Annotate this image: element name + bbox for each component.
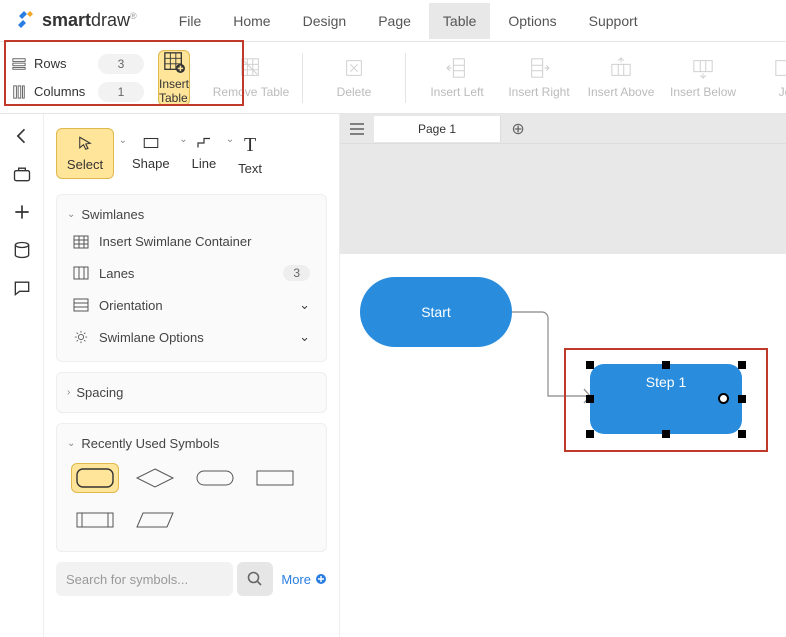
database-icon[interactable] [12,240,32,260]
tab-bar: Page 1 ⊕ [340,114,786,144]
symbol-diamond[interactable] [131,463,179,493]
insert-table-label: Insert Table [159,77,189,105]
chat-icon[interactable] [12,278,32,298]
text-icon: T [244,134,256,157]
rows-label: Rows [34,56,90,71]
pages-menu-icon[interactable] [340,122,374,136]
back-icon[interactable] [12,126,32,146]
line-tool[interactable]: Line⌄ [188,128,221,177]
main-menu: FileHomeDesignPageTableOptionsSupport [165,3,652,39]
chevron-down-icon: ⌄ [299,329,310,345]
ribbon-delete[interactable]: Delete [313,53,395,103]
insert-swimlane[interactable]: Insert Swimlane Container [67,226,316,257]
pointer-icon [74,135,96,153]
recent-symbols-panel: ⌄Recently Used Symbols [56,423,327,552]
more-link[interactable]: More [281,572,327,587]
lanes-item[interactable]: Lanes 3 [67,257,316,289]
rows-input[interactable]: 3 [98,54,144,74]
ribbon: Rows 3 Columns 1 Insert Table Remove Tab… [0,42,786,114]
plus-circle-icon [315,573,327,585]
grid-icon [73,235,89,249]
ribbon-insert-left[interactable]: Insert Left [416,53,498,103]
rows-cols-group: Rows 3 Columns 1 [6,48,154,108]
text-tool[interactable]: T Text [234,128,266,182]
ribbon-insert-below[interactable]: Insert Below [662,53,744,103]
logo-text: smartdraw® [42,10,137,31]
page-tab[interactable]: Page 1 [374,116,501,142]
paper: Start Step 1 [340,254,786,637]
search-button[interactable] [237,562,273,596]
menu-home[interactable]: Home [219,3,284,39]
menu-support[interactable]: Support [575,3,652,39]
plus-icon[interactable] [12,202,32,222]
left-rail [0,114,44,637]
shape-tool[interactable]: Shape⌄ [128,128,174,177]
cols-label: Columns [34,84,90,99]
sidebar: Select⌄ Shape⌄ Line⌄ T Text ⌄Swimlanes I… [44,114,340,637]
swimlanes-panel: ⌄Swimlanes Insert Swimlane Container Lan… [56,194,327,362]
chevron-down-icon[interactable]: ⌄ [119,135,127,146]
cols-input[interactable]: 1 [98,82,144,102]
search-icon [247,571,263,587]
menu-page[interactable]: Page [364,3,425,39]
insert-table-button[interactable]: Insert Table [158,50,190,106]
symbol-stadium[interactable] [191,463,239,493]
lanes-icon [73,266,89,280]
search-input[interactable]: Search for symbols... [56,562,233,596]
cols-icon [12,85,26,99]
swimlane-options[interactable]: Swimlane Options ⌄ [67,321,316,353]
search-row: Search for symbols... More [56,562,327,596]
chevron-down-icon[interactable]: ⌄ [179,134,187,145]
canvas-area: Page 1 ⊕ Start Step 1 [340,114,786,637]
symbol-rounded-rect[interactable] [71,463,119,493]
app-header: smartdraw® FileHomeDesignPageTableOption… [0,0,786,42]
menu-options[interactable]: Options [494,3,570,39]
line-icon [193,134,215,152]
orientation-item[interactable]: Orientation ⌄ [67,289,316,321]
tool-row: Select⌄ Shape⌄ Line⌄ T Text [56,124,327,194]
toolbox-icon[interactable] [12,164,32,184]
rect-icon [140,134,162,152]
insert-table-icon [163,51,185,73]
rows-icon [12,57,26,71]
ribbon-insert-above[interactable]: Insert Above [580,53,662,103]
menu-design[interactable]: Design [289,3,361,39]
ribbon-remove-table[interactable]: Remove Table [210,53,292,103]
lanes-value[interactable]: 3 [283,265,310,281]
ribbon-insert-right[interactable]: Insert Right [498,53,580,103]
canvas[interactable]: Start Step 1 [340,144,786,637]
menu-table[interactable]: Table [429,3,490,39]
select-tool[interactable]: Select⌄ [56,128,114,179]
chevron-down-icon: ⌄ [299,297,310,313]
recent-header[interactable]: ⌄Recently Used Symbols [67,432,316,455]
logo: smartdraw® [12,9,137,33]
symbol-parallelogram[interactable] [131,505,179,535]
symbol-rect[interactable] [251,463,299,493]
chevron-down-icon[interactable]: ⌄ [226,134,234,145]
orientation-icon [73,298,89,312]
start-node[interactable]: Start [360,277,512,347]
spacing-panel[interactable]: ›Spacing [56,372,327,413]
ribbon-jo[interactable]: Jo [744,53,786,103]
swimlanes-header[interactable]: ⌄Swimlanes [67,203,316,226]
gear-icon [73,330,89,344]
logo-icon [12,9,36,33]
menu-file[interactable]: File [165,3,216,39]
add-page-button[interactable]: ⊕ [501,119,535,139]
symbol-subprocess[interactable] [71,505,119,535]
rotate-handle[interactable] [718,393,729,404]
